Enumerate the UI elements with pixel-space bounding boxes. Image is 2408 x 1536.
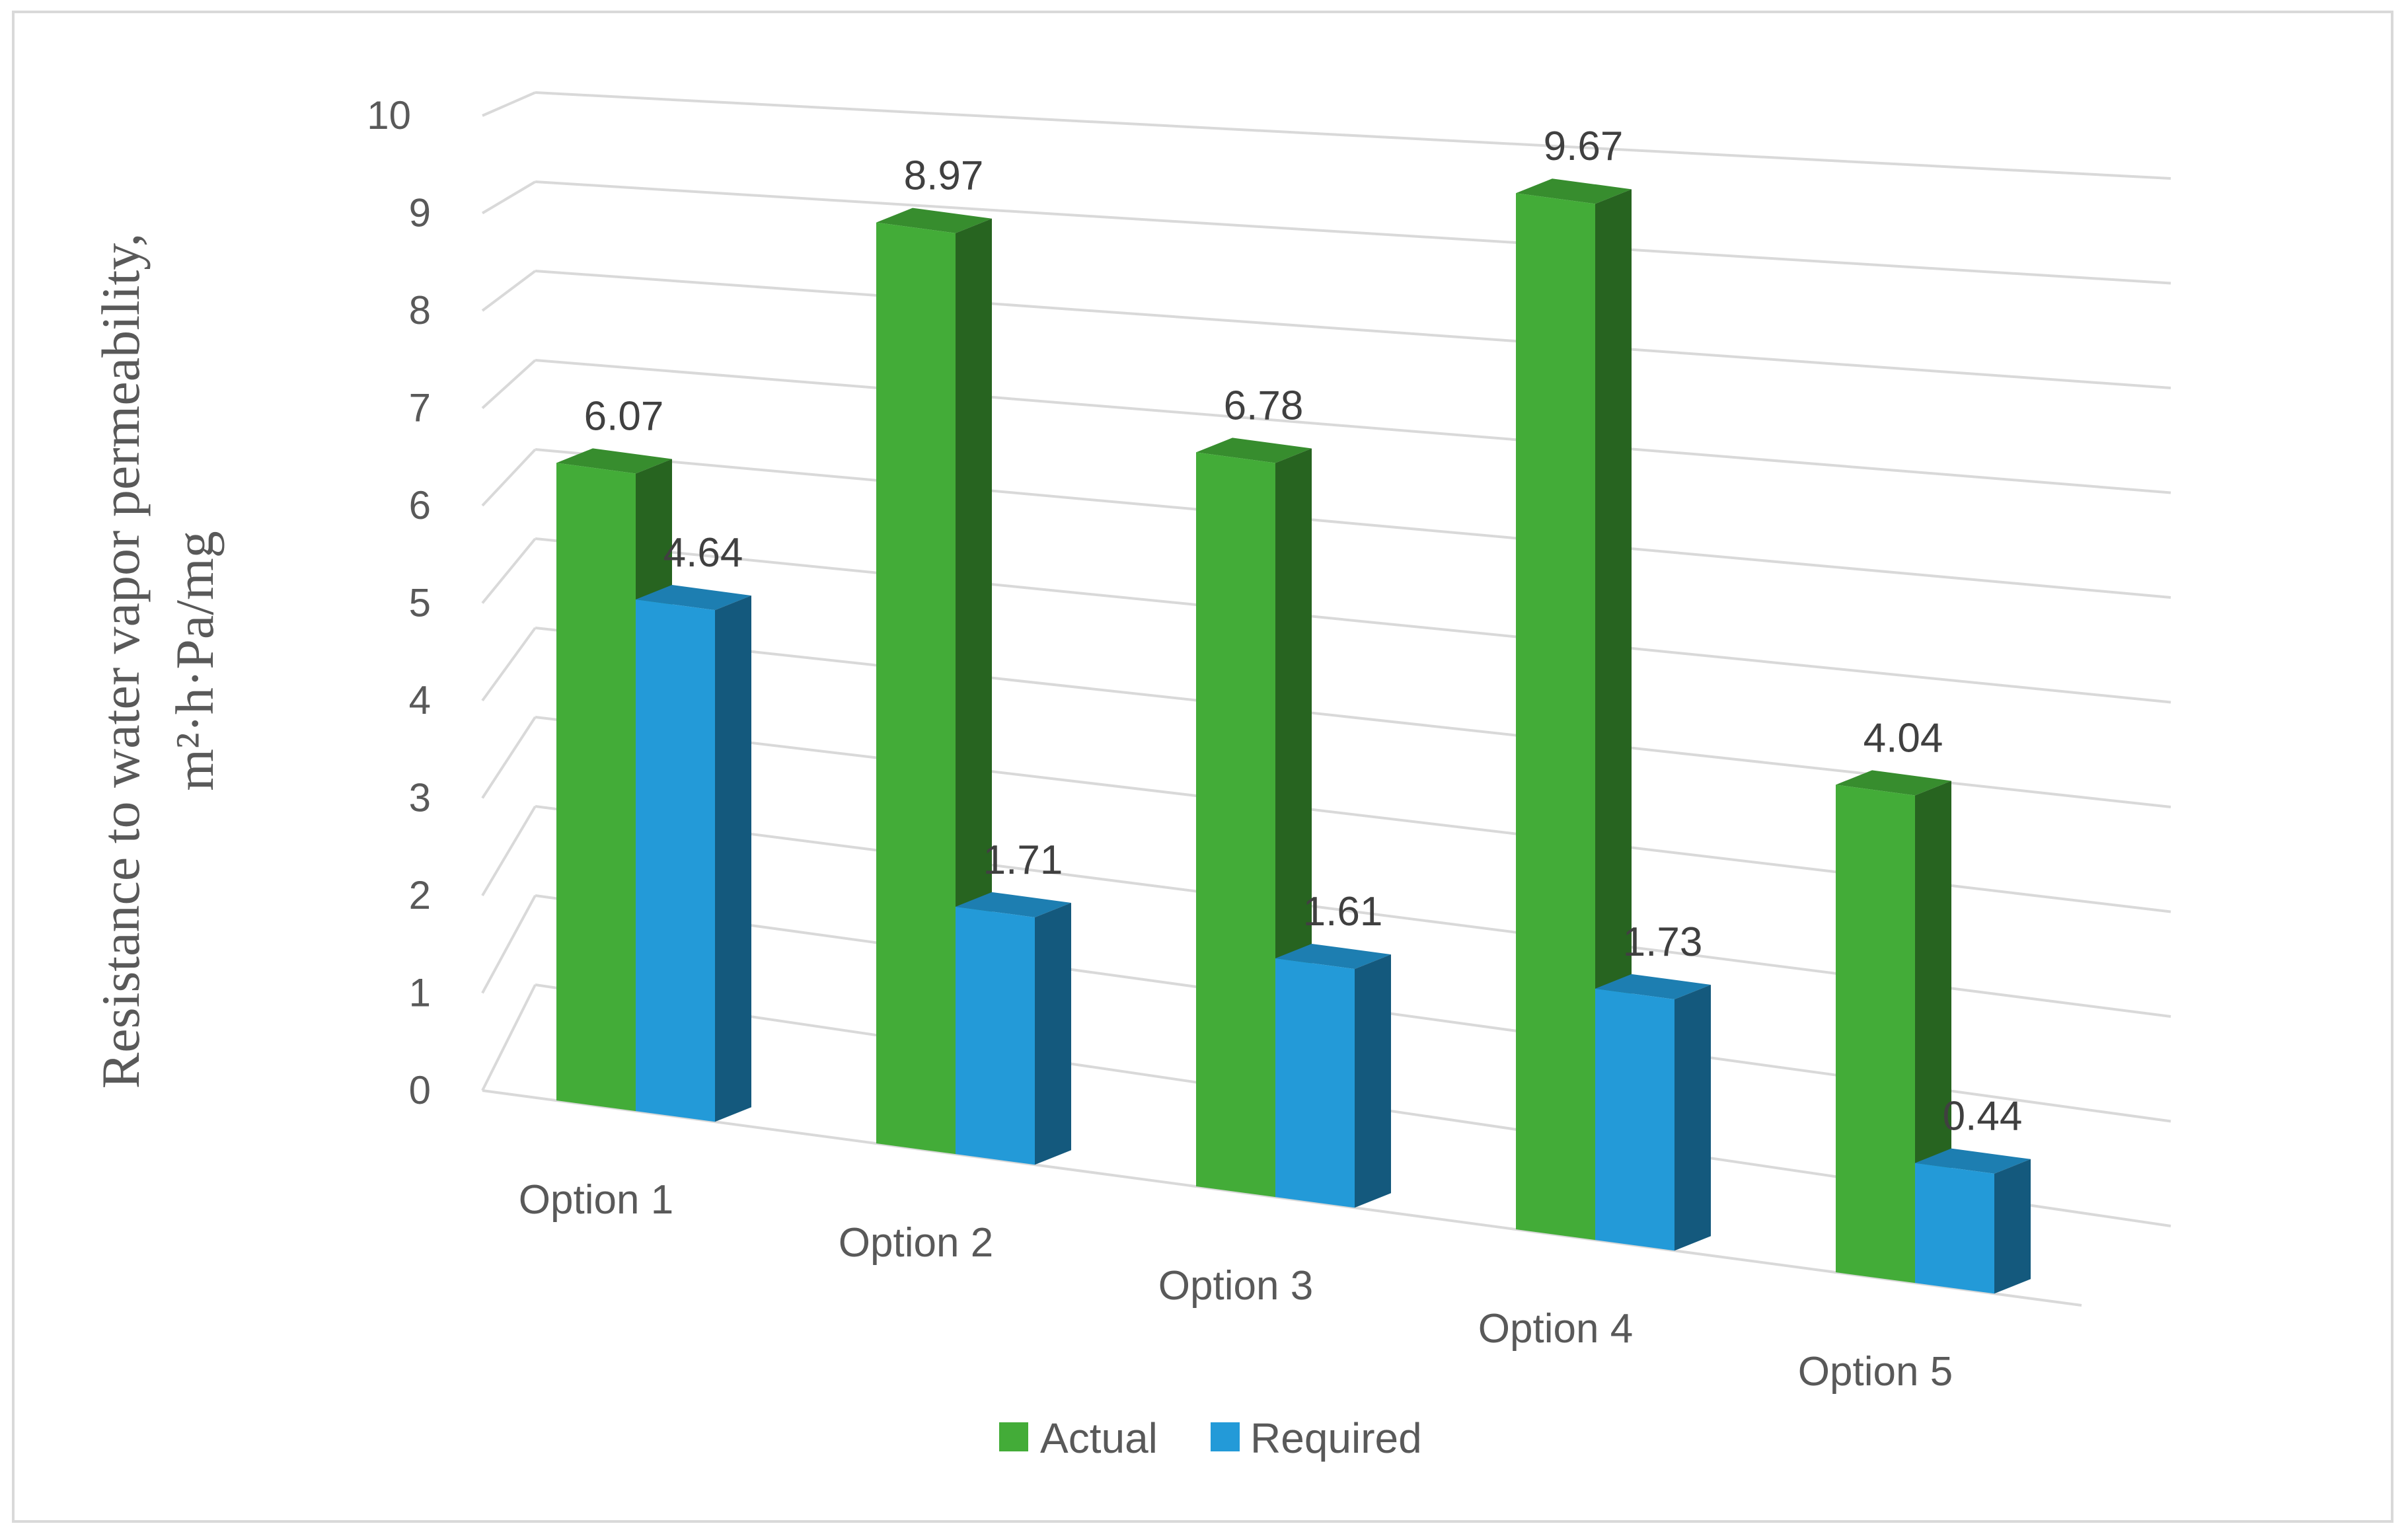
bar-actual [1196,452,1275,1198]
data-label-required: 1.71 [983,837,1063,883]
bar-top-required [956,892,1071,917]
bar-actual [556,463,636,1112]
y-axis-title-line1: Resistance to water vapor permeability, [91,233,151,1089]
y-tick-label: 8 [409,288,431,332]
legend-label-required: Required [1250,1414,1422,1462]
data-label-required: 0.44 [1943,1094,2023,1139]
bar-top-actual [1836,770,1951,796]
bar-top-required [1595,974,1711,999]
labels: 0 1 2 3 4 5 6 7 8 9 10 6.07 4.64 Option 1 8.97 1.71 Opti… [367,93,2022,1395]
data-label-required: 4.64 [663,530,743,576]
gridline-side [481,448,537,507]
gridline-side [481,895,537,994]
gridline [535,180,2171,285]
y-tick-label: 9 [409,191,431,235]
bar-top-actual [1196,438,1312,463]
gridline-side [481,270,537,312]
bar-side-required [1355,954,1391,1208]
gridline-side [481,359,537,409]
bar-actual [1516,193,1595,1241]
y-tick-label: 6 [409,483,431,527]
x-tick-label: Option 3 [1158,1263,1313,1309]
bar-top-actual [1516,178,1632,204]
bar-side-required [1674,984,1711,1251]
gridline-side [482,91,536,117]
bar-side-required [1035,902,1071,1165]
legend-swatch-actual [999,1422,1028,1451]
y-axis-title: Resistance to water vapor permeability, … [91,233,225,1089]
y-tick-label: 1 [409,971,431,1015]
y-tick-label: 7 [409,386,431,430]
bar-actual [876,222,956,1155]
gridline [535,270,2171,389]
category-axis-line [482,1089,2082,1307]
category-axis-floor [482,1089,2082,1307]
bar-actual [1836,785,1915,1284]
bars [556,178,2031,1294]
bar-side-required [1994,1159,2031,1294]
legend: Actual Required [999,1414,1422,1462]
y-tick-label: 0 [409,1068,431,1112]
data-label-required: 1.61 [1303,889,1383,935]
bar-top-required [1275,943,1391,970]
y-tick-label: 2 [409,873,431,917]
bar-required [636,599,715,1122]
bar-top-required [1915,1148,2031,1174]
gridline-side [481,627,537,702]
bar-required [1275,958,1355,1208]
gridline-side [481,716,537,799]
data-label-actual: 8.97 [904,153,984,199]
y-axis-title-line2: m²·h·Pa/mg [165,531,225,791]
x-tick-label: Option 5 [1798,1349,1953,1395]
gridline [535,359,2171,494]
y-tick-label: 4 [409,678,431,722]
gridline [535,448,2171,599]
bar-required [1595,988,1674,1251]
legend-label-actual: Actual [1040,1414,1158,1462]
x-tick-label: Option 2 [839,1220,993,1266]
bar-top-required [636,585,751,611]
y-tick-label: 10 [367,93,411,137]
data-label-actual: 6.07 [584,393,664,439]
bar-required [956,906,1035,1165]
gridline-side [481,805,537,897]
x-tick-label: Option 1 [519,1177,673,1223]
gridline [535,537,2171,704]
data-label-actual: 6.78 [1224,383,1304,428]
gridline-side [481,180,537,215]
y-tick-label: 3 [409,776,431,820]
gridline-side [481,537,537,604]
bar-side-actual [1595,189,1632,1241]
data-label-actual: 9.67 [1544,124,1624,169]
bar-side-required [715,595,751,1122]
bar-required [1915,1163,1994,1294]
data-label-actual: 4.04 [1863,715,1943,761]
bar-top-actual [876,208,992,233]
legend-swatch-required [1211,1422,1240,1451]
gridline [535,91,2171,180]
bar-top-actual [556,448,672,474]
y-tick-label: 5 [409,581,431,625]
gridline-side [481,984,537,1091]
data-label-required: 1.73 [1623,919,1703,965]
x-tick-label: Option 4 [1478,1306,1633,1352]
